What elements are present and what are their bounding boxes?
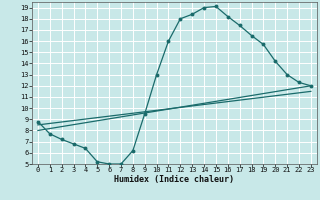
X-axis label: Humidex (Indice chaleur): Humidex (Indice chaleur) xyxy=(115,175,234,184)
